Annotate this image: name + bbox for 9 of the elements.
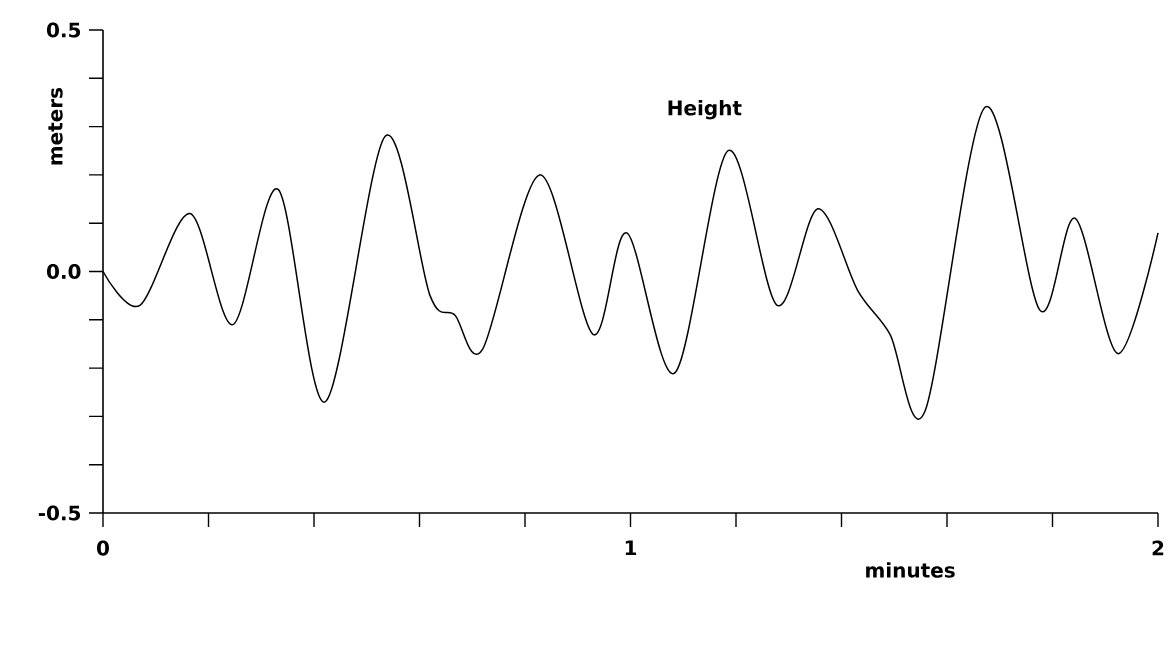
x-tick-label: 1 xyxy=(625,540,637,556)
x-tick-label: 0 xyxy=(97,540,109,556)
y-tick-label: -0.5 xyxy=(38,505,81,521)
x-axis-title: minutes xyxy=(866,562,955,578)
annotation: Height xyxy=(668,99,742,120)
y-axis-title: meters xyxy=(48,87,63,165)
x-tick-label: 2 xyxy=(1152,540,1164,556)
y-tick-label: 0.0 xyxy=(46,263,81,280)
y-tick-label: 0.5 xyxy=(46,22,81,38)
